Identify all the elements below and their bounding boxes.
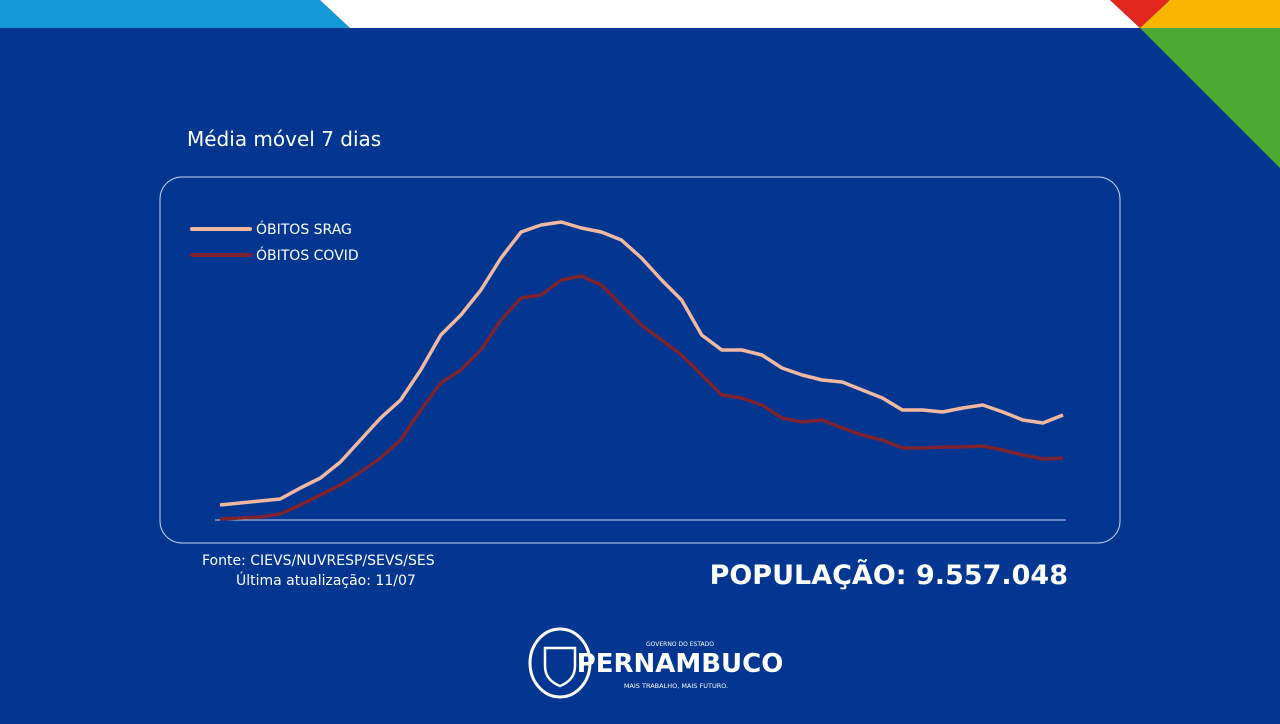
logo-emblem: [528, 627, 592, 699]
series-line: [219, 220, 1064, 507]
corner-yellow: [1140, 0, 1280, 28]
logo-shield: [543, 646, 577, 688]
top-band-white: [320, 0, 1140, 28]
chart-title: Média móvel 7 dias: [187, 127, 381, 151]
series-line: [219, 274, 1064, 521]
source: Fonte: CIEVS/NUVRESP/SEVS/SES: [202, 553, 435, 569]
legend-label: ÓBITOS COVID: [256, 246, 359, 264]
chart-frame: [159, 176, 1121, 544]
top-band-blue: [0, 0, 350, 28]
legend-label: ÓBITOS SRAG: [256, 220, 352, 238]
corner-red: [1110, 0, 1170, 28]
corner-green: [1140, 28, 1280, 168]
updated: Última atualização: 11/07: [236, 571, 416, 589]
logo-top: GOVERNO DO ESTADO: [646, 641, 714, 648]
population: POPULAÇÃO: 9.557.048: [710, 559, 1068, 591]
logo: GOVERNO DO ESTADO PERNAMBUCO MAIS TRABAL…: [528, 627, 784, 699]
logo-name: PERNAMBUCO: [577, 649, 784, 679]
logo-slogan: MAIS TRABALHO, MAIS FUTURO.: [624, 682, 728, 690]
